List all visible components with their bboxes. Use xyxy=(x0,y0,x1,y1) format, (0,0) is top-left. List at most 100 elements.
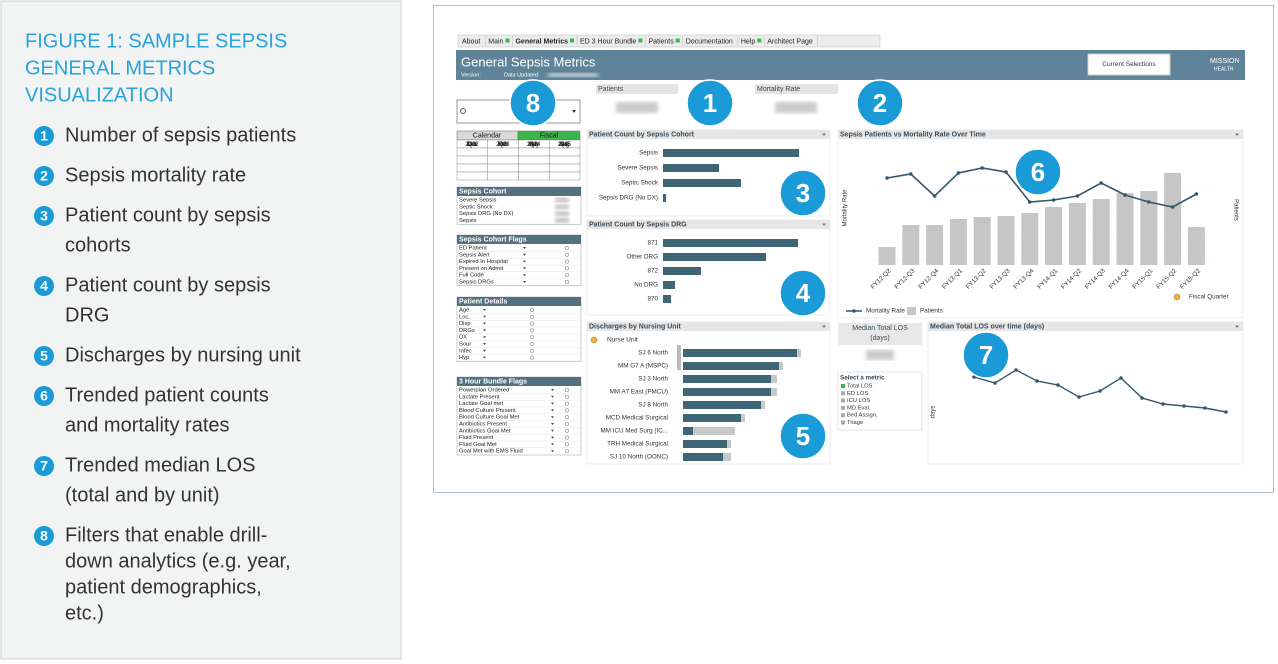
filter-check[interactable] xyxy=(529,335,535,340)
filter-item[interactable]: ED Patient xyxy=(459,246,487,252)
filter-item[interactable]: Severe Sepsis xyxy=(459,198,496,204)
mortality-line xyxy=(886,167,1197,208)
filter-check[interactable] xyxy=(529,328,535,333)
metric-item[interactable]: Bed Assign. xyxy=(847,413,878,419)
filter-item[interactable]: Disp xyxy=(459,321,471,327)
filter-item[interactable]: Lactate Goal met xyxy=(459,401,504,407)
filter-check[interactable] xyxy=(564,421,570,427)
filter-check[interactable] xyxy=(529,355,535,360)
filter-item[interactable]: Age xyxy=(459,308,469,314)
filter-check[interactable] xyxy=(564,415,570,420)
metric-item[interactable]: MD Eval. xyxy=(847,405,871,411)
tab[interactable]: About xyxy=(462,38,480,45)
filter-check[interactable] xyxy=(564,435,570,440)
tab[interactable]: ED 3 Hour Bundle xyxy=(580,38,637,45)
filter-item[interactable]: Fluid Goal Met xyxy=(459,442,497,448)
panel-title: Patient Count by Sepsis Cohort xyxy=(589,132,695,139)
filter-check[interactable] xyxy=(529,307,535,313)
metric-box xyxy=(837,371,923,431)
filter-check[interactable] xyxy=(564,252,570,257)
filter-arrow xyxy=(551,389,554,391)
filter-item[interactable]: DX xyxy=(459,335,467,341)
filter-item[interactable]: Blood Culture Goal Met xyxy=(459,415,520,421)
filter-check[interactable] xyxy=(529,341,535,347)
filter-check[interactable] xyxy=(564,394,570,399)
fiscal-tab-label[interactable]: Fiscal xyxy=(540,132,559,139)
calendar-cell-label[interactable]: Q4 xyxy=(560,142,569,148)
filter-check[interactable] xyxy=(564,259,570,264)
calendar-cell-label[interactable]: Apr xyxy=(529,142,538,148)
calendar-cell-label[interactable]: Mar xyxy=(498,142,508,148)
calendar-cell-label[interactable]: 2012 xyxy=(465,142,479,148)
bar xyxy=(683,414,741,422)
filter-item[interactable]: Present on Admit xyxy=(459,266,504,272)
filter-item[interactable]: Powerplan Ordered xyxy=(459,388,509,394)
tab[interactable]: Architect Page xyxy=(767,38,813,45)
filter-check[interactable] xyxy=(529,314,535,319)
calendar-cell-label[interactable]: Q2 xyxy=(499,142,508,148)
calendar-cell-label[interactable]: Oct xyxy=(467,142,477,148)
calendar-cell-label[interactable]: May xyxy=(528,142,539,148)
filter-item[interactable]: Infec xyxy=(459,348,472,354)
filter-item[interactable]: Antibiotics Goal Met xyxy=(459,428,511,434)
tab[interactable]: Help xyxy=(741,38,756,45)
calendar-cell-label[interactable]: 2015 xyxy=(558,142,572,148)
item-number: 6 xyxy=(40,388,48,404)
filter-item[interactable]: Antibiotics Present xyxy=(459,422,507,428)
calendar-cell-label[interactable]: Q1 xyxy=(468,142,477,148)
calendar-cell-label[interactable]: Aug xyxy=(559,142,570,148)
filter-item[interactable]: Sepsis DRGs xyxy=(459,280,494,286)
filter-check[interactable] xyxy=(564,245,570,251)
filter-item[interactable]: Sepsis xyxy=(459,218,477,224)
calendar-cell-label[interactable]: Dec xyxy=(467,142,478,148)
filter-check[interactable] xyxy=(529,348,535,353)
filter-check[interactable] xyxy=(564,442,570,447)
calendar-cell-label[interactable]: 2013 xyxy=(496,142,510,148)
calendar-cell-label[interactable]: Jun xyxy=(529,142,539,148)
filter-item[interactable]: Hyp xyxy=(459,355,469,361)
filter-check[interactable] xyxy=(564,273,570,278)
filter-item[interactable]: Goal Met with EMS Fluid xyxy=(459,449,523,455)
calendar-cell-label[interactable]: Jan xyxy=(498,142,508,148)
filter-check[interactable] xyxy=(564,387,570,393)
filter-item[interactable]: Sour xyxy=(459,342,471,348)
calendar-cell-label[interactable]: 2014 xyxy=(527,142,541,148)
filter-item[interactable]: Expired In Hospital xyxy=(459,259,508,265)
metric-item[interactable]: Total LOS xyxy=(847,384,873,390)
filter-item[interactable]: Sepsis DRG (No DX) xyxy=(459,211,514,217)
tab[interactable]: Documentation xyxy=(686,38,733,45)
calendar-cell xyxy=(456,163,488,173)
calendar-cell-label[interactable]: Feb xyxy=(498,142,509,148)
calendar-cell-label[interactable]: Q3 xyxy=(529,142,538,148)
filter-item[interactable]: Loc. xyxy=(459,314,470,320)
selections-button-label[interactable]: Current Selections xyxy=(1102,61,1156,68)
filter-item[interactable]: DRGs xyxy=(459,328,475,334)
filter-item[interactable]: Septic Shock xyxy=(459,204,493,210)
panel-title: Median Total LOS over time (days) xyxy=(930,324,1044,331)
calendar-cell-label[interactable]: Sep xyxy=(559,142,570,148)
calendar-tab-label[interactable]: Calendar xyxy=(473,132,502,139)
filter-check[interactable] xyxy=(564,408,570,413)
calendar-cell-label[interactable]: Nov xyxy=(467,142,478,148)
filter-check[interactable] xyxy=(564,428,570,433)
calendar-cell-label[interactable]: Jul xyxy=(560,142,568,148)
filter-item[interactable]: Full Code xyxy=(459,273,484,279)
tab[interactable]: Patients xyxy=(648,38,674,45)
tab[interactable]: General Metrics xyxy=(515,38,568,45)
filter-check[interactable] xyxy=(529,321,535,326)
metric-item[interactable]: Triage xyxy=(847,420,863,426)
item-text: Number of sepsis patients xyxy=(65,124,296,146)
filter-check[interactable] xyxy=(564,279,570,285)
kpi-value-blur xyxy=(775,102,817,113)
filter-item[interactable]: Sepsis Alert xyxy=(459,252,490,258)
metric-item[interactable]: ED LOS xyxy=(847,391,868,397)
filter-item[interactable]: Lactate Present xyxy=(459,394,500,400)
filter-check[interactable] xyxy=(564,401,570,406)
filter-item[interactable]: Fluid Present xyxy=(459,435,494,441)
item-text: Patient count by sepsis xyxy=(65,274,271,296)
tab[interactable]: Main xyxy=(488,38,503,45)
filter-check[interactable] xyxy=(564,449,570,454)
filter-check[interactable] xyxy=(564,266,570,271)
metric-item[interactable]: ICU LOS xyxy=(847,398,870,404)
filter-item[interactable]: Blood Culture Present xyxy=(459,408,516,414)
